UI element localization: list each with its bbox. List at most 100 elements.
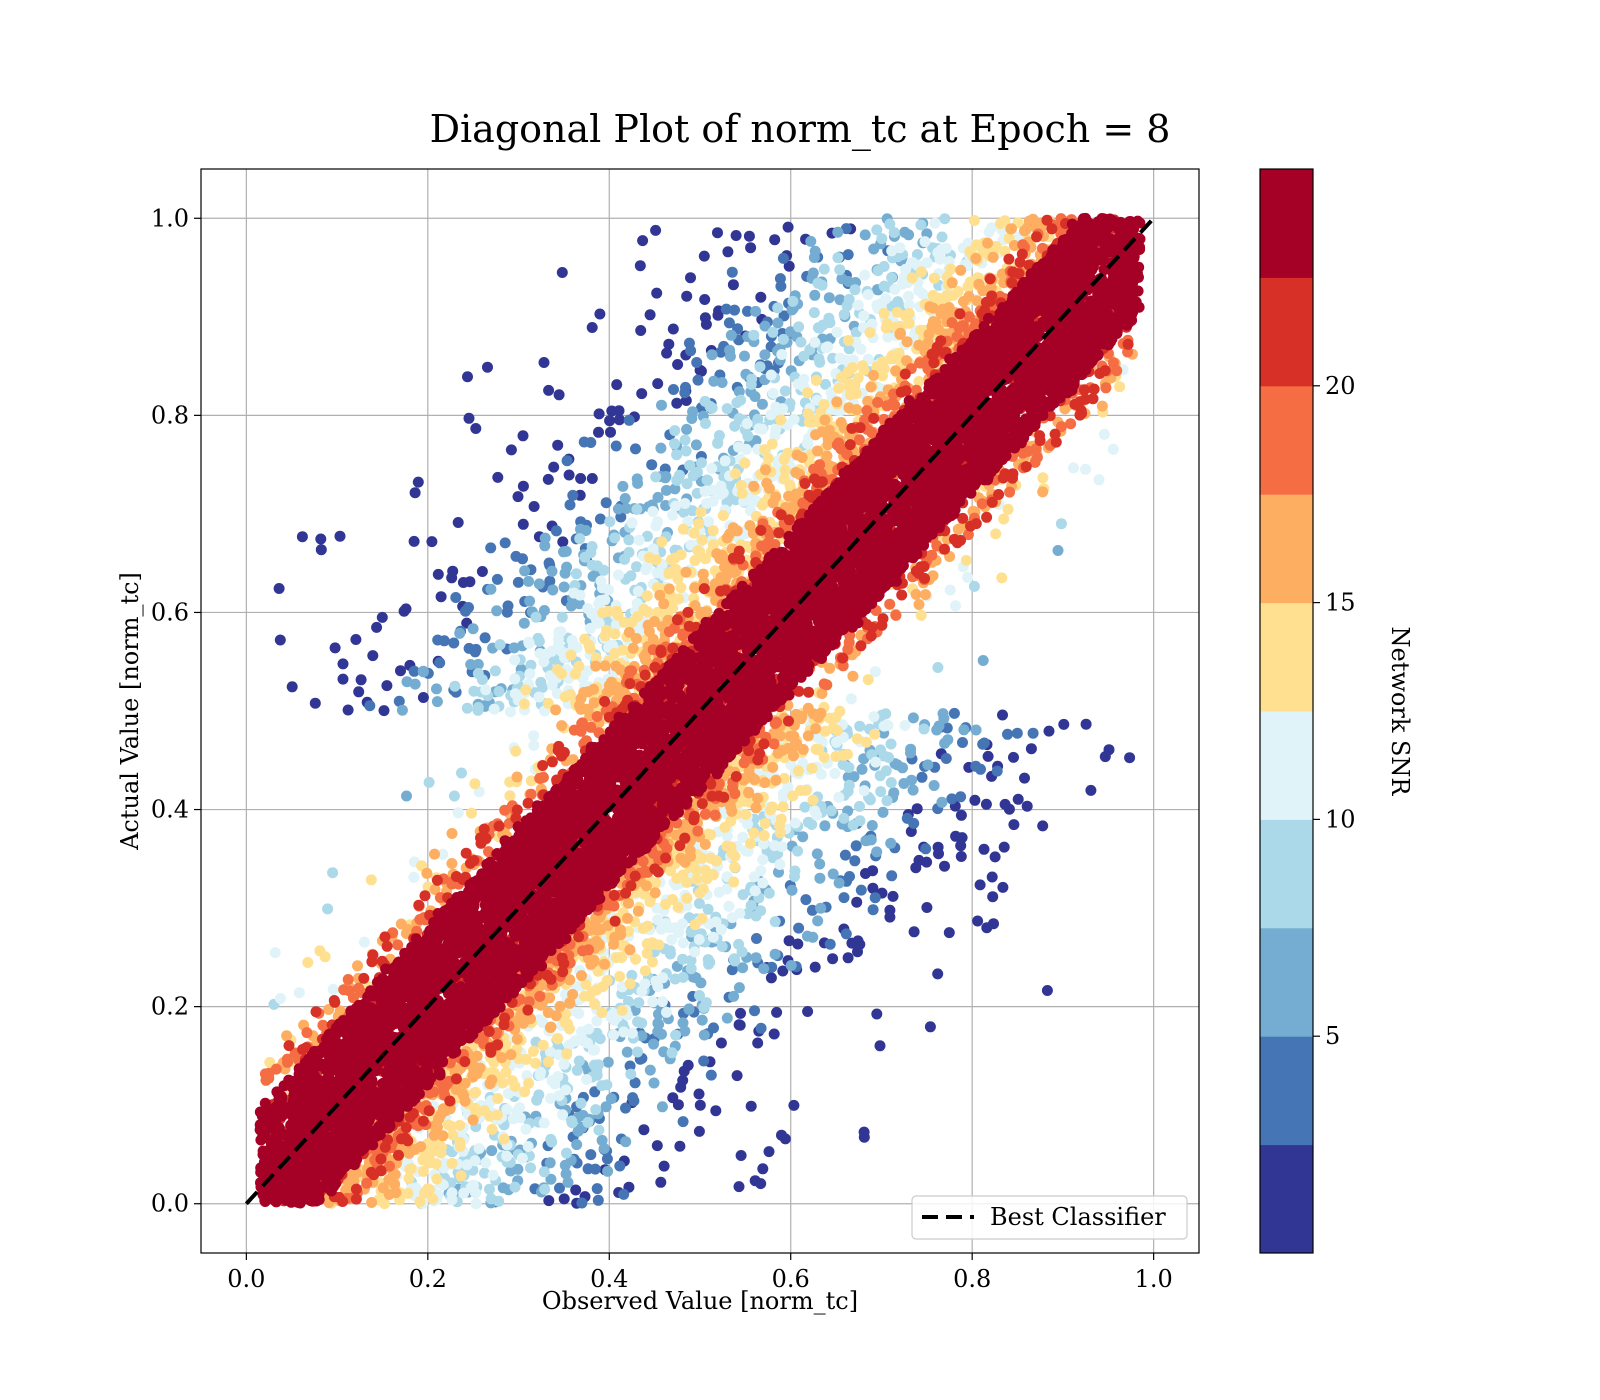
scatter-point (576, 970, 587, 982)
scatter-point (698, 1055, 710, 1067)
scatter-point (990, 528, 1002, 540)
scatter-point (651, 1140, 663, 1152)
scatter-point (928, 272, 940, 284)
scatter-point (581, 1074, 593, 1085)
scatter-point (358, 936, 370, 948)
scatter-point (566, 634, 578, 646)
scatter-point (858, 1131, 870, 1143)
scatter-point (611, 379, 623, 391)
scatter-point (789, 817, 801, 829)
scatter-point (396, 704, 408, 716)
scatter-point (502, 600, 514, 612)
scatter-point (376, 611, 388, 623)
scatter-point (833, 877, 845, 889)
scatter-point (809, 289, 821, 301)
scatter-point (434, 657, 446, 669)
scatter-point (400, 603, 412, 615)
scatter-point (716, 941, 728, 952)
scatter-point (769, 840, 781, 852)
scatter-point (862, 674, 874, 686)
scatter-point (1006, 223, 1017, 235)
scatter-point (472, 658, 484, 670)
scatter-point (569, 1035, 581, 1047)
scatter-point (739, 457, 751, 469)
scatter-point (885, 777, 897, 789)
scatter-point (699, 294, 711, 305)
scatter-point (525, 1162, 536, 1174)
scatter-point (869, 728, 881, 740)
scatter-point (766, 438, 778, 450)
scatter-point (604, 516, 616, 528)
scatter-point (378, 705, 390, 717)
scatter-point (610, 660, 622, 672)
scatter-point (847, 362, 859, 374)
scatter-point (591, 560, 603, 572)
scatter-point (574, 589, 586, 601)
scatter-point (511, 1033, 523, 1045)
scatter-point (844, 871, 855, 882)
scatter-point (467, 623, 479, 635)
scatter-point (499, 537, 511, 549)
scatter-point (538, 1117, 550, 1129)
scatter-point (691, 466, 703, 478)
scatter-point (691, 357, 703, 368)
scatter-point (838, 749, 850, 761)
scatter-point (456, 767, 467, 779)
scatter-point (690, 972, 702, 984)
scatter-point (614, 1160, 626, 1172)
scatter-point (814, 356, 826, 368)
scatter-point (927, 302, 939, 314)
scatter-point (471, 1050, 483, 1062)
scatter-point (787, 295, 799, 307)
scatter-point (435, 591, 447, 603)
scatter-point (723, 317, 735, 329)
scatter-point (730, 230, 742, 241)
scatter-point (623, 996, 634, 1007)
scatter-point (858, 364, 870, 376)
scatter-point (609, 532, 621, 544)
scatter-point (782, 221, 794, 233)
scatter-point (1080, 718, 1092, 730)
scatter-point (715, 346, 727, 358)
scatter-point (281, 1030, 293, 1042)
scatter-point (772, 747, 784, 759)
scatter-point (652, 1026, 664, 1038)
scatter-point (795, 336, 807, 348)
scatter-point (412, 476, 424, 488)
scatter-point (1080, 463, 1091, 475)
scatter-point (812, 445, 823, 457)
scatter-point (650, 224, 662, 236)
scatter-point (558, 546, 569, 558)
scatter-point (818, 399, 830, 410)
scatter-point (886, 870, 898, 882)
scatter-point (594, 513, 606, 525)
scatter-point (973, 278, 985, 290)
scatter-point (692, 545, 704, 557)
scatter-point (847, 670, 859, 682)
scatter-point (968, 580, 980, 592)
scatter-point (602, 1165, 614, 1177)
scatter-point (364, 700, 376, 712)
scatter-point (638, 650, 650, 662)
scatter-point (875, 744, 886, 756)
scatter-point (792, 845, 804, 857)
scatter-point (646, 459, 658, 471)
scatter-point (899, 720, 911, 731)
scatter-point (472, 668, 484, 679)
scatter-point (620, 1102, 631, 1114)
scatter-point (392, 939, 404, 951)
scatter-point (793, 321, 805, 333)
scatter-point (658, 1160, 670, 1172)
scatter-point (556, 611, 568, 623)
scatter-point (903, 317, 915, 329)
scatter-point (681, 423, 693, 435)
scatter-point (878, 720, 890, 732)
scatter-point (830, 711, 842, 723)
scatter-point (446, 828, 458, 839)
scatter-point (447, 565, 459, 577)
scatter-point (636, 1030, 648, 1042)
scatter-point (924, 1021, 936, 1033)
scatter-point (989, 851, 1001, 863)
scatter-point (466, 807, 477, 819)
scatter-point (792, 938, 804, 950)
